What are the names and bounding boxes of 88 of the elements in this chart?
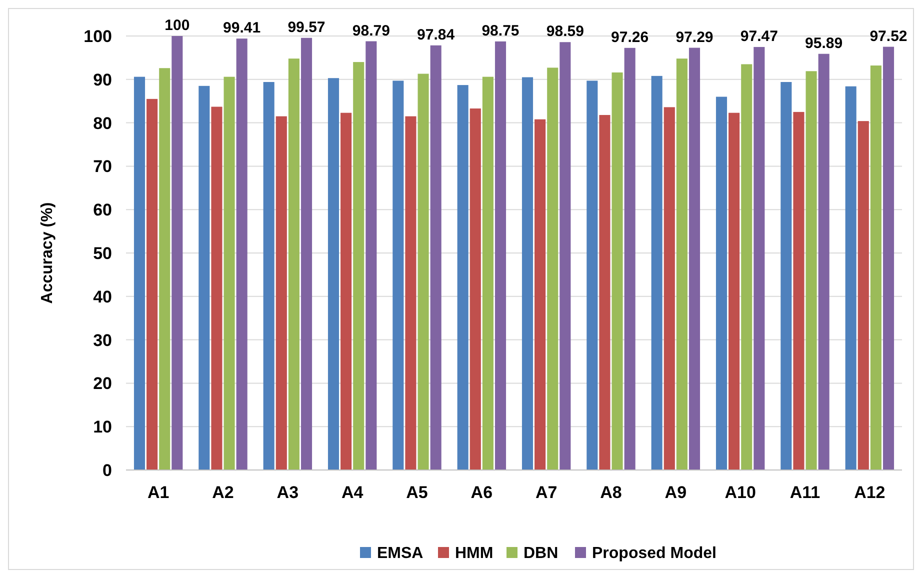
bar xyxy=(716,96,728,470)
bar xyxy=(300,38,312,470)
bar xyxy=(547,68,558,470)
data-label: 97.47 xyxy=(740,28,778,45)
y-tick-label: 20 xyxy=(93,374,112,394)
bar xyxy=(328,78,340,470)
x-tick-label: A12 xyxy=(854,483,886,502)
x-tick-label: A3 xyxy=(276,483,299,502)
bar xyxy=(134,76,146,470)
x-tick-label: A10 xyxy=(724,483,756,502)
data-label: 97.29 xyxy=(676,28,714,46)
bar xyxy=(780,82,792,470)
x-tick-label: A4 xyxy=(341,483,364,502)
x-tick-label: A11 xyxy=(790,483,820,502)
x-tick-label: A2 xyxy=(212,483,234,502)
bar xyxy=(159,68,170,470)
x-tick-label: A6 xyxy=(470,483,493,502)
data-label: 100 xyxy=(164,17,190,34)
bar xyxy=(263,82,274,470)
bar xyxy=(676,58,688,470)
bar xyxy=(146,98,158,470)
bar xyxy=(586,80,598,470)
bar xyxy=(494,41,506,470)
bar xyxy=(845,86,856,470)
legend-label: HMM xyxy=(455,545,494,562)
bar xyxy=(236,38,248,470)
data-label: 99.41 xyxy=(223,20,261,37)
y-tick-label: 80 xyxy=(93,114,112,133)
bar xyxy=(522,77,534,470)
bar xyxy=(793,112,804,470)
bar xyxy=(457,85,468,470)
legend-label: EMSA xyxy=(377,545,424,562)
y-tick-label: 90 xyxy=(93,70,112,90)
bar xyxy=(882,46,894,470)
bar xyxy=(870,66,882,470)
bar xyxy=(599,114,610,470)
data-label: 95.89 xyxy=(805,34,843,52)
bar xyxy=(430,45,442,470)
bar xyxy=(664,107,675,470)
y-tick-label: 70 xyxy=(93,157,112,176)
y-tick-label: 30 xyxy=(93,330,112,350)
bar xyxy=(276,116,287,470)
bar xyxy=(224,76,235,470)
x-tick-label: A8 xyxy=(600,483,622,502)
bar xyxy=(651,76,662,470)
bar xyxy=(688,48,700,470)
bar xyxy=(172,36,183,470)
y-tick-label: 60 xyxy=(93,200,112,220)
x-tick-label: A5 xyxy=(406,483,428,502)
data-label: 98.75 xyxy=(482,22,520,40)
bar xyxy=(482,76,494,470)
bar xyxy=(288,58,300,470)
bar xyxy=(198,86,210,470)
y-tick-label: 50 xyxy=(93,244,112,263)
data-label: 97.84 xyxy=(417,26,456,44)
bar xyxy=(806,71,817,470)
x-tick-label: A1 xyxy=(147,483,170,502)
bar xyxy=(470,108,481,470)
bar xyxy=(418,74,429,470)
bar xyxy=(624,48,636,470)
legend-label: Proposed Model xyxy=(592,545,716,562)
y-tick-label: 100 xyxy=(84,26,112,46)
legend-label: DBN xyxy=(524,545,558,562)
bar xyxy=(534,119,546,470)
data-label: 99.57 xyxy=(288,18,326,36)
bar xyxy=(340,112,352,470)
y-tick-label: 40 xyxy=(93,287,112,306)
y-axis-title: Accuracy (%) xyxy=(39,202,56,304)
bar xyxy=(754,46,765,470)
bar xyxy=(741,64,752,470)
bar xyxy=(392,80,404,470)
bar xyxy=(560,42,571,470)
data-label: 98.59 xyxy=(546,23,584,40)
x-tick-label: A9 xyxy=(664,483,687,502)
bar xyxy=(366,41,377,470)
bar xyxy=(211,106,222,470)
data-label: 98.79 xyxy=(352,22,390,40)
x-tick-label: A7 xyxy=(535,483,558,502)
y-tick-label: 0 xyxy=(102,460,112,480)
bar xyxy=(728,112,740,470)
bar xyxy=(405,116,416,470)
y-tick-label: 10 xyxy=(93,418,112,437)
bar xyxy=(818,54,830,470)
data-label: 97.26 xyxy=(611,28,649,46)
bar xyxy=(858,121,869,470)
data-label: 97.52 xyxy=(870,28,908,45)
bar xyxy=(353,62,364,470)
bar xyxy=(612,72,623,470)
